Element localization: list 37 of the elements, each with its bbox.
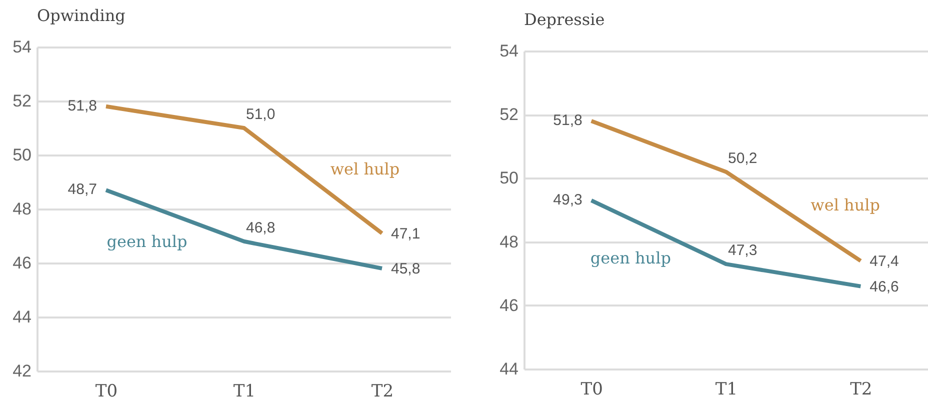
data-label: 47,1	[391, 225, 420, 242]
y-tick-label: 44	[500, 360, 518, 378]
x-tick-label: T1	[715, 380, 738, 400]
y-tick-label: 52	[500, 105, 518, 124]
y-tick-label: 52	[12, 92, 32, 110]
y-tick-label: 42	[12, 362, 32, 380]
series-label: wel hulp	[330, 160, 400, 179]
data-label: 51,8	[553, 112, 582, 129]
series-label: wel hulp	[810, 195, 880, 214]
data-label: 47,3	[728, 242, 758, 260]
x-tick-label: T0	[580, 380, 603, 400]
x-tick-label: T2	[371, 382, 394, 402]
data-label: 45,8	[391, 260, 420, 278]
y-tick-label: 44	[12, 308, 32, 326]
data-label: 47,4	[870, 252, 899, 270]
y-tick-label: 48	[12, 200, 32, 218]
y-tick-label: 46	[500, 296, 518, 315]
x-tick-label: T0	[95, 382, 118, 402]
data-label: 51,8	[68, 97, 97, 114]
series-label: geen hulp	[590, 248, 671, 268]
data-label: 46,8	[246, 219, 276, 236]
y-tick-label: 50	[500, 168, 518, 188]
y-tick-label: 50	[12, 146, 32, 164]
data-label: 48,7	[68, 181, 97, 198]
data-label: 49,3	[553, 191, 582, 208]
x-tick-label: T1	[233, 382, 256, 402]
y-tick-label: 54	[500, 42, 518, 60]
data-label: 50,2	[728, 150, 758, 167]
y-tick-label: 54	[12, 38, 32, 56]
y-tick-label: 46	[12, 254, 32, 272]
y-tick-label: 48	[500, 232, 518, 252]
data-label: 46,6	[870, 278, 899, 296]
data-label: 51,0	[246, 106, 276, 123]
chart-title: Depressie	[524, 10, 605, 29]
series-label: geen hulp	[106, 232, 188, 251]
chart-title: Opwinding	[37, 6, 126, 25]
x-tick-label: T2	[850, 380, 872, 400]
